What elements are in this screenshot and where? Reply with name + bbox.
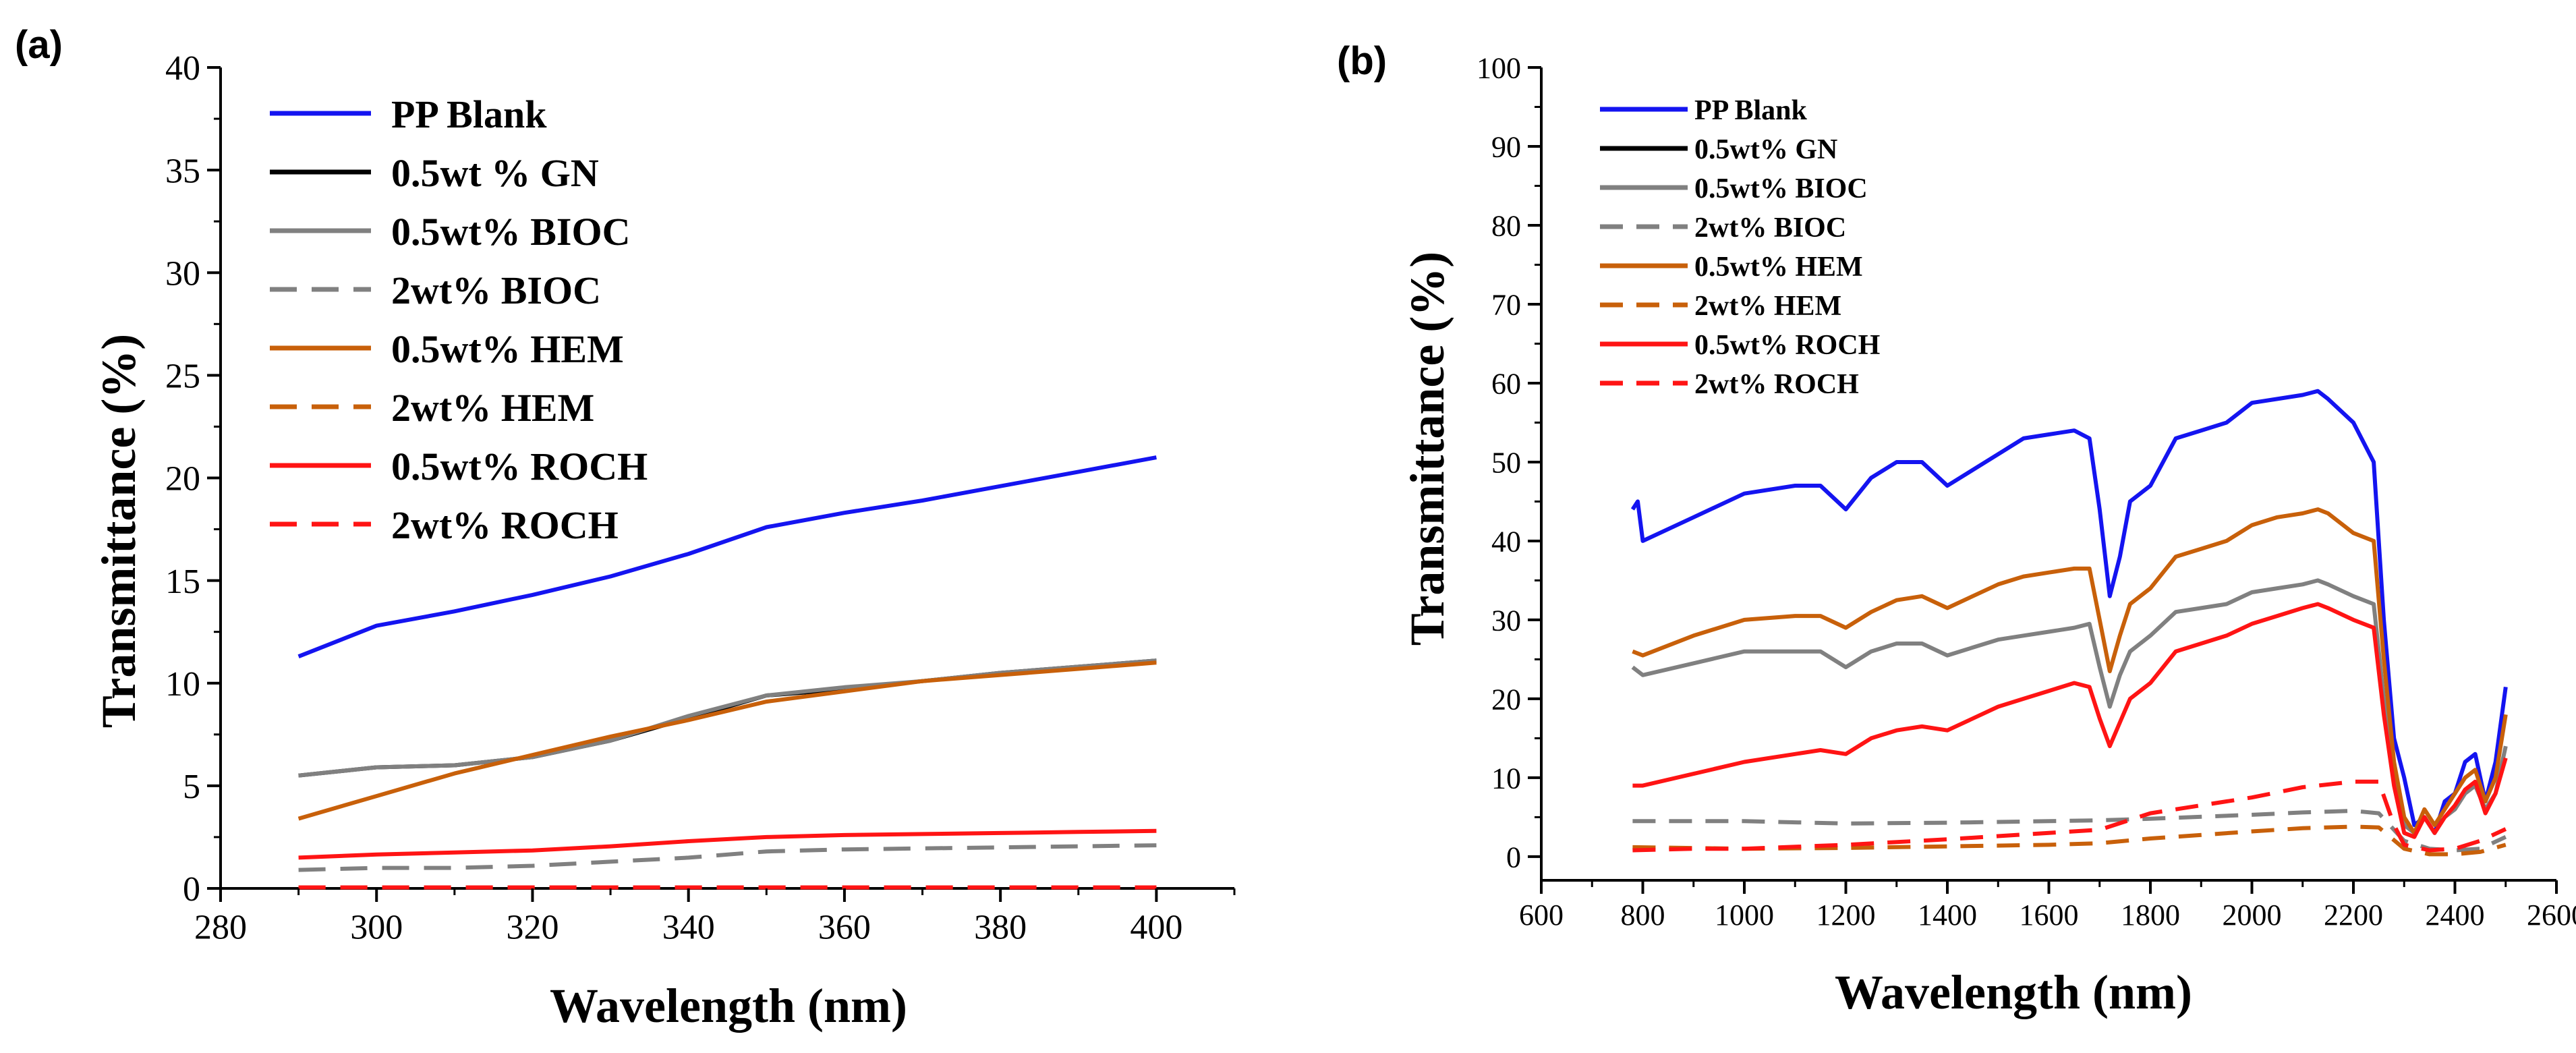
panel-b-series-4-line (1632, 507, 2508, 835)
panel-b-y-axis-title: Transmittance (%) (1400, 252, 1454, 646)
panel-a-legend-label-3: 2wt% BIOC (391, 268, 601, 312)
panel-a-legend-label-4: 0.5wt% HEM (391, 327, 624, 371)
panel-b-x-tick-label: 1200 (1816, 899, 1876, 932)
panel-b-y-tick-label: 30 (1491, 604, 1521, 637)
panel-b-x-tick-label: 2000 (2223, 899, 2282, 932)
panel-a-y-tick-label: 35 (165, 152, 200, 190)
panel-a-legend-label-6: 0.5wt% ROCH (391, 445, 648, 488)
panel-a-x-tick-label: 340 (662, 909, 715, 947)
panel-a-series-0-line (297, 455, 1157, 658)
panel-a-x-axis-title: Wavelength (nm) (550, 979, 907, 1033)
panel-b-label: (b) (1337, 39, 1387, 83)
panel-b-y-tick-label: 90 (1491, 130, 1521, 163)
panel-a-legend-label-1: 0.5wt % GN (391, 151, 599, 195)
panel-b-legend-label-2: 0.5wt% BIOC (1694, 173, 1868, 204)
panel-b-y-tick-label: 40 (1491, 525, 1521, 558)
panel-b-legend-label-3: 2wt% BIOC (1694, 212, 1846, 244)
panel-a-y-tick-label: 0 (183, 870, 200, 909)
panel-a-x-tick-label: 400 (1130, 909, 1182, 947)
panel-b-x-tick-label: 2400 (2426, 899, 2485, 932)
panel-a-chart: (a) Wavelength (nm) Transmittance (%) 28… (15, 23, 1236, 1033)
panel-a-x-tick-label: 300 (350, 909, 403, 947)
panel-b-x-tick-label: 600 (1519, 899, 1564, 932)
panel-b-y-tick-label: 70 (1491, 288, 1521, 321)
panel-b-x-tick-label: 1600 (2020, 899, 2079, 932)
panel-a-series-4-line (297, 660, 1157, 821)
panel-a-x-tick-label: 360 (818, 909, 871, 947)
panel-b-legend-label-0: PP Blank (1694, 95, 1808, 126)
panel-b-x-tick-label: 1000 (1715, 899, 1774, 932)
panel-b-series-6-line (1632, 602, 2508, 839)
panel-b-y-tick-label: 100 (1477, 51, 1521, 84)
panel-a-legend-label-5: 2wt% HEM (391, 386, 594, 430)
panel-b-x-tick-label: 2200 (2324, 899, 2383, 932)
panel-a-x-tick-label: 280 (194, 909, 247, 947)
panel-a-y-axis-title: Transmittance (%) (92, 334, 146, 729)
panel-b-legend-label-1: 0.5wt% GN (1694, 134, 1837, 165)
panel-a-x-tick-label: 380 (974, 909, 1027, 947)
panel-a-series-6-line (298, 828, 1157, 860)
panel-b-y-tick-label: 20 (1491, 683, 1521, 716)
panel-a-x-tick-label: 320 (506, 909, 559, 947)
panel-a-legend-label-7: 2wt% ROCH (391, 503, 619, 547)
panel-b-legend-label-5: 2wt% HEM (1694, 291, 1841, 322)
panel-b-y-tick-label: 50 (1491, 446, 1521, 479)
panel-a-legend-label-0: PP Blank (391, 92, 547, 136)
panel-a-y-tick-label: 5 (183, 768, 200, 806)
panel-a-y-tick-label: 30 (165, 254, 200, 293)
panel-b-y-tick-label: 80 (1491, 209, 1521, 242)
panel-a-series-2-line (298, 658, 1157, 778)
panel-b-chart: (b) Wavelength (nm) Transmittance (%) 60… (1337, 39, 2576, 1019)
panel-b-y-tick-label: 10 (1491, 762, 1521, 795)
panel-a-y-tick-label: 15 (165, 563, 200, 601)
panel-a-y-tick-label: 40 (165, 49, 200, 88)
panel-a-legend-label-2: 0.5wt% BIOC (391, 210, 630, 254)
panel-a-series-3-line (298, 843, 1157, 872)
panel-a-y-tick-label: 25 (165, 358, 200, 396)
panel-b-series-7-line (1632, 779, 2507, 853)
panel-a-y-tick-label: 10 (165, 665, 200, 704)
panel-b-x-tick-label: 800 (1621, 899, 1665, 932)
panel-b-legend-label-6: 0.5wt% ROCH (1694, 330, 1880, 361)
panel-b-legend-label-4: 0.5wt% HEM (1694, 252, 1863, 283)
panel-b-x-axis-title: Wavelength (nm) (1835, 965, 2192, 1019)
panel-b-y-tick-label: 0 (1506, 841, 1521, 874)
panel-b-legend-label-7: 2wt% ROCH (1694, 369, 1859, 400)
panel-b-x-tick-label: 1800 (2121, 899, 2180, 932)
panel-b-series-5-line (1632, 824, 2507, 857)
panel-a-y-tick-label: 20 (165, 460, 200, 499)
panel-b-x-tick-label: 1400 (1918, 899, 1977, 932)
panel-a-label: (a) (15, 23, 63, 67)
panel-b-y-tick-label: 60 (1491, 367, 1521, 400)
